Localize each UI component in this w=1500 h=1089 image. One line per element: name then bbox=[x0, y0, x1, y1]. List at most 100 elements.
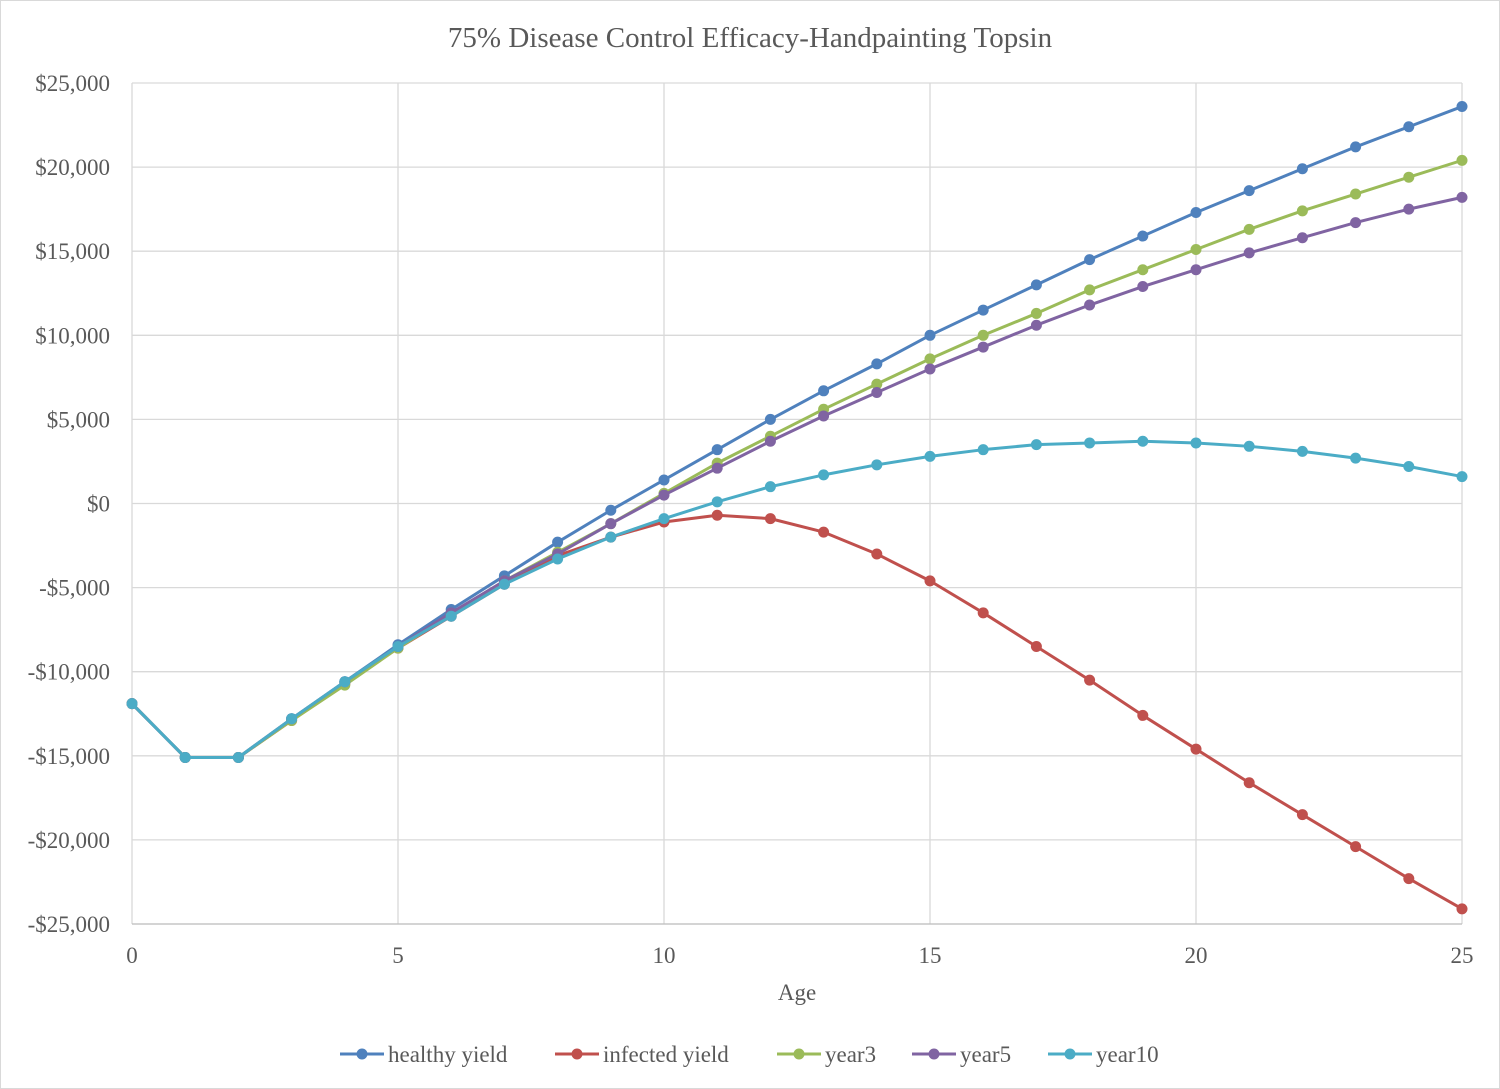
data-point bbox=[764, 435, 776, 447]
x-tick-label: 25 bbox=[1451, 943, 1474, 968]
data-point bbox=[818, 469, 830, 481]
data-point bbox=[711, 444, 723, 456]
data-point bbox=[658, 513, 670, 525]
legend-label: year10 bbox=[1096, 1042, 1159, 1067]
y-tick-label: -$5,000 bbox=[39, 576, 110, 601]
data-point bbox=[1456, 191, 1468, 203]
data-point bbox=[552, 536, 564, 548]
data-point bbox=[871, 358, 883, 370]
data-point bbox=[1137, 230, 1149, 242]
data-point bbox=[658, 474, 670, 486]
data-point bbox=[764, 481, 776, 493]
data-point bbox=[1030, 307, 1042, 319]
data-point bbox=[1243, 777, 1255, 789]
data-point bbox=[1350, 188, 1362, 200]
data-point bbox=[1137, 435, 1149, 447]
data-point bbox=[1350, 217, 1362, 229]
data-point bbox=[1296, 445, 1308, 457]
data-point bbox=[658, 489, 670, 501]
legend-swatch-marker bbox=[793, 1048, 805, 1060]
data-point bbox=[711, 496, 723, 508]
data-point bbox=[1030, 319, 1042, 331]
legend-swatch-marker bbox=[571, 1048, 583, 1060]
y-tick-label: $5,000 bbox=[47, 407, 110, 432]
legend-label: year5 bbox=[960, 1042, 1011, 1067]
data-point bbox=[1243, 185, 1255, 197]
data-point bbox=[1456, 903, 1468, 915]
data-point bbox=[711, 462, 723, 474]
data-point bbox=[1296, 205, 1308, 217]
data-point bbox=[1190, 207, 1202, 219]
y-tick-label: -$15,000 bbox=[28, 744, 110, 769]
data-point bbox=[871, 386, 883, 398]
x-tick-label: 15 bbox=[919, 943, 942, 968]
series-line bbox=[130, 513, 1463, 911]
data-point bbox=[1350, 841, 1362, 853]
x-axis-title: Age bbox=[778, 980, 816, 1005]
series-line bbox=[130, 158, 1463, 759]
data-point bbox=[605, 504, 617, 516]
data-point bbox=[392, 640, 404, 652]
data-point bbox=[924, 353, 936, 365]
data-point bbox=[1084, 299, 1096, 311]
data-point bbox=[605, 531, 617, 543]
x-tick-label: 10 bbox=[653, 943, 676, 968]
data-point bbox=[871, 548, 883, 560]
data-point bbox=[764, 513, 776, 525]
legend-swatch-marker bbox=[356, 1048, 368, 1060]
data-point bbox=[977, 304, 989, 316]
data-point bbox=[552, 553, 564, 565]
data-point bbox=[1084, 674, 1096, 686]
data-point bbox=[871, 378, 883, 390]
y-tick-label: -$25,000 bbox=[28, 912, 110, 937]
data-point bbox=[818, 410, 830, 422]
axes: -$25,000 -$20,000 -$15,000 -$10,000 -$5,000 $… bbox=[28, 71, 1474, 968]
series-infected-yield bbox=[126, 509, 1468, 915]
data-point bbox=[1190, 244, 1202, 256]
series-line bbox=[130, 439, 1463, 759]
data-point bbox=[1243, 247, 1255, 259]
data-point bbox=[1456, 154, 1468, 166]
data-point bbox=[1456, 471, 1468, 483]
data-point bbox=[1030, 439, 1042, 451]
data-point bbox=[711, 509, 723, 521]
data-point bbox=[764, 413, 776, 425]
data-point bbox=[977, 444, 989, 456]
series-line bbox=[130, 105, 1463, 759]
data-point bbox=[1190, 264, 1202, 276]
y-tick-label: $0 bbox=[87, 492, 110, 517]
data-point bbox=[924, 363, 936, 375]
y-tick-label: -$20,000 bbox=[28, 828, 110, 853]
data-point bbox=[339, 676, 351, 688]
data-point bbox=[498, 578, 510, 590]
legend-label: healthy yield bbox=[388, 1042, 508, 1067]
data-point bbox=[1350, 141, 1362, 153]
data-point bbox=[1137, 281, 1149, 293]
legend: healthy yield infected yield year3 year5 yea… bbox=[340, 1042, 1159, 1067]
x-tick-label: 20 bbox=[1185, 943, 1208, 968]
data-point bbox=[1243, 223, 1255, 235]
data-point bbox=[1403, 171, 1415, 183]
data-point bbox=[179, 751, 191, 763]
series-year10 bbox=[126, 435, 1468, 763]
legend-item-infected-yield: infected yield bbox=[555, 1042, 729, 1067]
data-point bbox=[1137, 709, 1149, 721]
data-point bbox=[924, 575, 936, 587]
legend-item-year5: year5 bbox=[912, 1042, 1011, 1067]
data-point bbox=[445, 610, 457, 622]
series-year5 bbox=[126, 191, 1468, 763]
series-line bbox=[130, 195, 1463, 759]
y-tick-label: $20,000 bbox=[35, 155, 110, 180]
data-point bbox=[818, 526, 830, 538]
data-point bbox=[232, 751, 244, 763]
data-point bbox=[977, 341, 989, 353]
data-point bbox=[1084, 284, 1096, 296]
data-point bbox=[1296, 163, 1308, 175]
y-tick-label: $10,000 bbox=[35, 323, 110, 348]
data-point bbox=[1137, 264, 1149, 276]
data-point bbox=[605, 518, 617, 530]
y-tick-label: $15,000 bbox=[35, 239, 110, 264]
series-group bbox=[126, 101, 1468, 915]
